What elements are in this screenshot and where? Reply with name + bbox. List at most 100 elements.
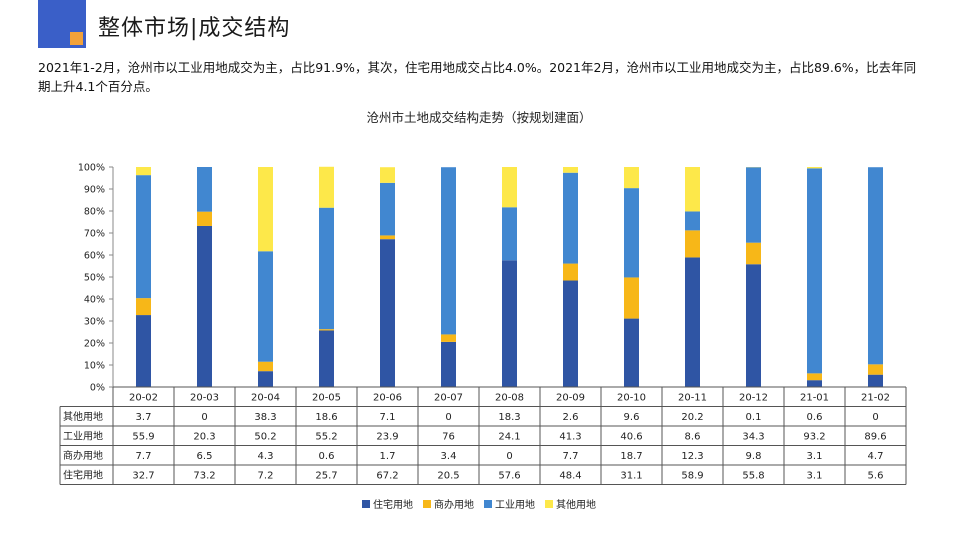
data-label: 8.6 xyxy=(685,431,701,442)
data-label: 20.2 xyxy=(681,412,703,423)
data-label: 1.7 xyxy=(380,451,396,462)
legend-item: 工业用地 xyxy=(484,496,535,511)
bar-segment xyxy=(807,380,822,387)
data-label: 25.7 xyxy=(315,470,337,481)
data-label: 57.6 xyxy=(498,470,520,481)
bar-segment xyxy=(868,364,883,375)
data-label: 18.3 xyxy=(498,412,520,423)
page-title: 整体市场|成交结构 xyxy=(98,16,291,41)
legend-item: 商办用地 xyxy=(423,496,474,511)
data-label: 12.3 xyxy=(681,451,703,462)
bar-segment xyxy=(685,257,700,387)
bar-segment xyxy=(197,211,212,226)
x-tick-label: 20-09 xyxy=(556,392,585,403)
bar-segment xyxy=(319,166,334,208)
data-label: 20.3 xyxy=(193,431,215,442)
y-tick-label: 60% xyxy=(84,251,105,262)
bar-segment xyxy=(136,298,151,316)
x-tick-label: 20-08 xyxy=(495,392,524,403)
bar-segment xyxy=(380,235,395,240)
legend-swatch xyxy=(484,499,492,508)
bar-segment xyxy=(380,182,395,236)
data-label: 20.5 xyxy=(437,470,459,481)
bar-segment xyxy=(563,263,578,281)
chart-title: 沧州市土地成交结构走势（按规划建面） xyxy=(366,110,592,125)
legend-swatch xyxy=(362,499,370,508)
bar-segment xyxy=(624,277,639,319)
x-tick-label: 20-07 xyxy=(434,392,463,403)
data-label: 0 xyxy=(872,412,878,423)
data-label: 41.3 xyxy=(559,431,581,442)
y-tick-label: 40% xyxy=(84,295,105,306)
x-tick-label: 20-06 xyxy=(373,392,402,403)
x-tick-label: 20-12 xyxy=(739,392,768,403)
data-label: 0.1 xyxy=(746,412,762,423)
data-label: 48.4 xyxy=(559,470,581,481)
data-label: 24.1 xyxy=(498,431,520,442)
data-label: 7.7 xyxy=(136,451,152,462)
bar-segment xyxy=(868,374,883,387)
data-label: 58.9 xyxy=(681,470,703,481)
x-tick-label: 20-04 xyxy=(251,392,280,403)
data-label: 23.9 xyxy=(376,431,398,442)
data-label: 7.7 xyxy=(563,451,579,462)
data-label: 18.6 xyxy=(315,412,337,423)
bar-segment xyxy=(441,334,456,342)
bar-segment xyxy=(319,329,334,331)
bar-segment xyxy=(502,207,517,261)
y-tick-label: 0% xyxy=(90,383,105,394)
data-label: 18.7 xyxy=(620,451,642,462)
data-label: 5.6 xyxy=(868,470,884,481)
bar-segment xyxy=(563,280,578,387)
data-label: 3.1 xyxy=(807,451,823,462)
bar-segment xyxy=(807,167,822,169)
y-tick-label: 90% xyxy=(84,185,105,196)
x-tick-label: 20-03 xyxy=(190,392,219,403)
data-label: 32.7 xyxy=(132,470,154,481)
y-tick-label: 30% xyxy=(84,317,105,328)
data-label: 55.2 xyxy=(315,431,337,442)
bar-segment xyxy=(868,167,883,365)
summary-text: 2021年1-2月，沧州市以工业用地成交为主，占比91.9%，其次，住宅用地成交… xyxy=(38,60,917,94)
bar-segment xyxy=(746,242,761,265)
data-label: 55.9 xyxy=(132,431,154,442)
data-label: 4.7 xyxy=(868,451,884,462)
data-label: 7.2 xyxy=(258,470,274,481)
bar-segment xyxy=(136,167,151,176)
bar-segment xyxy=(258,167,273,252)
bar-segment xyxy=(563,172,578,264)
legend-label: 其他用地 xyxy=(556,500,596,511)
data-label: 0.6 xyxy=(807,412,823,423)
data-label: 50.2 xyxy=(254,431,276,442)
data-label: 9.8 xyxy=(746,451,762,462)
bar-segment xyxy=(380,239,395,387)
bar-segment xyxy=(197,167,212,212)
data-label: 67.2 xyxy=(376,470,398,481)
bar-segment xyxy=(258,251,273,362)
legend-swatch xyxy=(545,499,553,508)
bar-segment xyxy=(441,167,456,335)
bar-segment xyxy=(258,371,273,387)
bar-segment xyxy=(502,167,517,208)
data-label: 76 xyxy=(442,431,455,442)
bar-segment xyxy=(197,225,212,387)
data-label: 93.2 xyxy=(803,431,825,442)
legend-label: 住宅用地 xyxy=(373,500,413,511)
bar-segment xyxy=(746,167,761,243)
bar-segment xyxy=(746,264,761,387)
bar-segment xyxy=(319,207,334,330)
bar-segment xyxy=(136,175,151,299)
bar-segment xyxy=(258,361,273,372)
data-label: 3.4 xyxy=(441,451,457,462)
legend-item: 其他用地 xyxy=(545,496,596,511)
x-tick-label: 21-01 xyxy=(800,392,829,403)
y-tick-label: 100% xyxy=(78,163,105,174)
x-tick-label: 20-11 xyxy=(678,392,707,403)
data-label: 9.6 xyxy=(624,412,640,423)
bar-segment xyxy=(624,188,639,278)
table-row-label: 工业用地 xyxy=(63,429,103,442)
data-label: 31.1 xyxy=(620,470,642,481)
bar-segment xyxy=(624,167,639,189)
data-label: 38.3 xyxy=(254,412,276,423)
